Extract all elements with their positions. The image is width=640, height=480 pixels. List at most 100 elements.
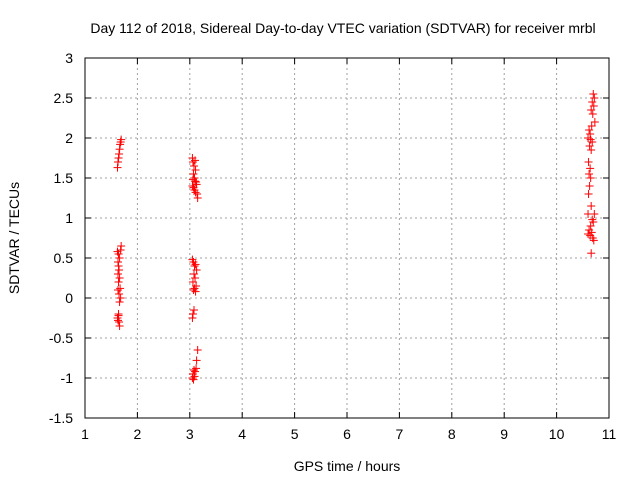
data-point <box>586 164 595 173</box>
y-tick-label: 1 <box>65 210 73 226</box>
data-point <box>190 284 199 293</box>
y-tick-label: 0 <box>65 290 73 306</box>
grid-lines <box>85 58 609 418</box>
x-tick-label: 10 <box>549 426 565 442</box>
y-tick-label: 0.5 <box>54 250 74 266</box>
y-tick-label: 1.5 <box>54 170 74 186</box>
x-tick-label: 1 <box>81 426 89 442</box>
data-point <box>193 190 202 198</box>
data-point <box>189 286 198 294</box>
data-point <box>114 258 123 266</box>
data-point <box>193 194 202 202</box>
data-point <box>114 316 123 325</box>
x-tick-label: 11 <box>602 426 617 442</box>
data-point <box>191 166 200 174</box>
y-axis-label: SDTVAR / TECUs <box>6 182 22 294</box>
data-point <box>116 294 125 302</box>
data-point <box>114 158 123 166</box>
axis-ticks <box>84 57 610 419</box>
data-point <box>114 154 123 162</box>
data-point <box>114 278 123 286</box>
data-point <box>188 374 197 382</box>
data-point <box>584 230 593 238</box>
x-tick-label: 6 <box>343 426 351 442</box>
data-point <box>590 94 599 102</box>
data-point <box>590 210 599 218</box>
data-point <box>188 158 197 166</box>
data-point <box>115 266 124 274</box>
data-point <box>188 175 197 184</box>
data-point <box>117 242 126 250</box>
y-tick-label: -1.5 <box>49 410 73 426</box>
data-point <box>587 106 596 114</box>
chart-title: Day 112 of 2018, Sidereal Day-to-day VTE… <box>90 20 595 36</box>
data-point <box>192 364 201 373</box>
data-point <box>586 222 595 230</box>
x-tick-label: 9 <box>500 426 508 442</box>
data-point <box>585 170 594 178</box>
data-point <box>114 311 123 320</box>
data-point <box>192 356 201 365</box>
data-point <box>589 90 598 98</box>
x-tick-label: 2 <box>134 426 142 442</box>
y-axis-tick-labels: -1.5 -1 -0.5 0 0.5 1 1.5 2 2.5 3 <box>49 50 73 426</box>
data-point <box>189 375 198 384</box>
data-point <box>585 126 594 134</box>
y-tick-label: 3 <box>65 50 73 66</box>
data-points <box>113 90 599 384</box>
data-point <box>587 228 596 237</box>
data-point <box>189 306 198 314</box>
data-point <box>587 249 596 258</box>
data-point <box>191 367 200 376</box>
data-point <box>115 318 124 326</box>
data-point <box>114 250 123 258</box>
data-point <box>188 182 197 190</box>
data-point <box>193 346 202 354</box>
x-tick-label: 8 <box>448 426 456 442</box>
data-point <box>188 310 197 318</box>
y-tick-label: -0.5 <box>49 330 73 346</box>
data-point <box>190 262 199 270</box>
data-point <box>586 174 595 182</box>
x-axis-label: GPS time / hours <box>294 458 401 474</box>
x-tick-label: 3 <box>186 426 194 442</box>
data-point <box>585 142 594 150</box>
y-tick-label: 2 <box>65 130 73 146</box>
data-point <box>114 286 123 294</box>
data-point <box>189 162 198 170</box>
data-point <box>115 254 124 262</box>
data-point <box>586 130 595 138</box>
data-point <box>588 98 597 106</box>
data-point <box>190 174 199 182</box>
data-point <box>585 182 594 190</box>
data-point <box>115 322 124 330</box>
x-tick-label: 4 <box>238 426 246 442</box>
x-axis-tick-labels: 1 2 3 4 5 6 7 8 9 10 11 <box>81 426 616 442</box>
data-point <box>587 202 596 210</box>
data-point <box>191 287 200 296</box>
data-point <box>191 260 200 269</box>
data-point <box>191 156 200 165</box>
data-point <box>113 163 122 172</box>
data-point <box>188 314 197 322</box>
data-point <box>589 236 598 245</box>
data-point <box>189 270 198 278</box>
data-point <box>190 372 199 381</box>
y-tick-label: 2.5 <box>54 90 74 106</box>
data-point <box>189 170 198 178</box>
data-point <box>115 145 124 154</box>
data-point <box>588 110 597 118</box>
data-point <box>191 274 200 282</box>
x-tick-label: 7 <box>396 426 404 442</box>
x-tick-label: 5 <box>291 426 299 442</box>
data-point <box>587 146 596 154</box>
data-point <box>189 366 198 374</box>
data-point <box>116 246 125 254</box>
data-point <box>584 158 593 166</box>
data-point <box>191 188 200 197</box>
data-point <box>115 290 124 298</box>
y-tick-label: -1 <box>61 370 74 386</box>
data-point <box>191 177 200 186</box>
